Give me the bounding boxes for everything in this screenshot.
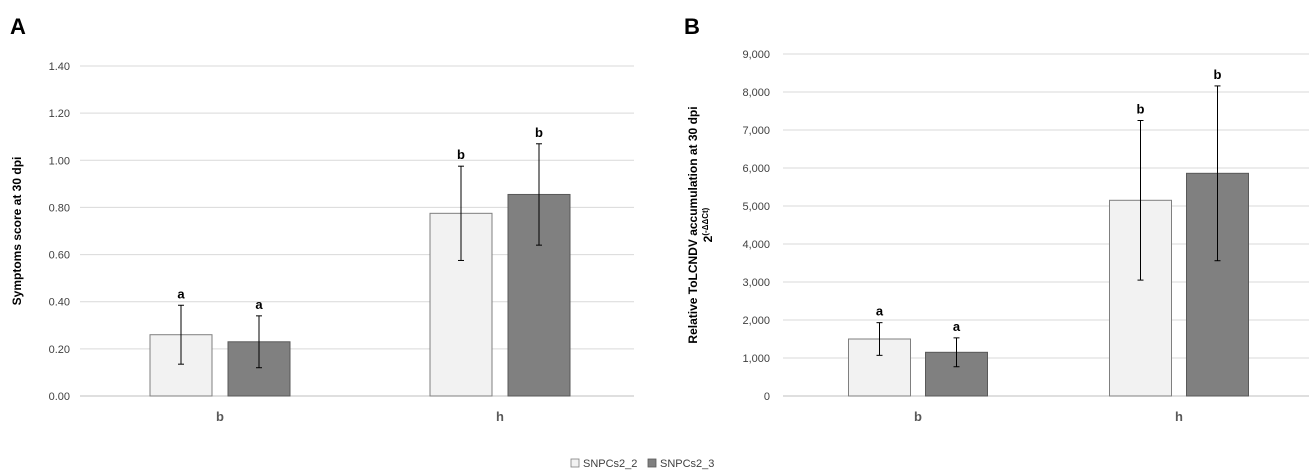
significance-letter: a xyxy=(953,319,961,334)
y-tick-label: 1,000 xyxy=(742,353,770,365)
y-tick-label: 1.00 xyxy=(49,155,70,167)
y-tick-label: 5,000 xyxy=(742,201,770,213)
legend-label-series-2: SNPCs2_3 xyxy=(660,458,714,470)
panel-b-chart: B 0 1,000 2,000 3,000 4,000 5,000 6,000 7,000 8,0… xyxy=(684,14,1309,424)
legend-swatch-series-2 xyxy=(647,458,657,468)
y-tick-label: 9,000 xyxy=(742,49,770,61)
y-tick-label: 0.00 xyxy=(49,391,70,403)
y-tick-label: 7,000 xyxy=(742,125,770,137)
y-tick-label: 0.20 xyxy=(49,344,70,356)
legend: SNPCs2_2 SNPCs2_3 xyxy=(570,458,714,470)
y-tick-label: 8,000 xyxy=(742,87,770,99)
panel-letter: A xyxy=(10,14,26,39)
y-tick-label: 4,000 xyxy=(742,239,770,251)
y-tick-label: 0.40 xyxy=(49,297,70,309)
x-category-label: h xyxy=(496,409,504,424)
significance-letter: b xyxy=(457,147,465,162)
x-category-label: h xyxy=(1175,409,1183,424)
y-tick-label: 0.80 xyxy=(49,202,70,214)
y-tick-label: 6,000 xyxy=(742,163,770,175)
panel-letter: B xyxy=(684,14,700,39)
x-category-label: b xyxy=(216,409,224,424)
y-axis-label-exponent: 2(-ΔΔCt) xyxy=(701,207,715,242)
y-tick-label: 3,000 xyxy=(742,277,770,289)
y-tick-label: 1.40 xyxy=(49,61,70,73)
y-tick-label: 2,000 xyxy=(742,315,770,327)
y-tick-label: 0 xyxy=(764,391,770,403)
panel-a-chart: A 0.00 0.20 0.40 0.60 0.80 1.00 1.20 1.40 Symptom… xyxy=(10,14,634,424)
significance-letter: a xyxy=(177,286,185,301)
y-axis-label: Relative ToLCNDV accumulation at 30 dpi xyxy=(686,106,700,343)
y-tick-label: 0.60 xyxy=(49,250,70,262)
significance-letter: a xyxy=(255,297,263,312)
y-tick-label: 1.20 xyxy=(49,108,70,120)
legend-swatch-series-1 xyxy=(570,458,580,468)
significance-letter: b xyxy=(535,125,543,140)
significance-letter: b xyxy=(1137,102,1145,117)
significance-letter: a xyxy=(876,304,884,319)
significance-letter: b xyxy=(1214,67,1222,82)
y-axis-label: Symptoms score at 30 dpi xyxy=(10,157,24,306)
legend-label-series-1: SNPCs2_2 xyxy=(583,458,637,470)
x-category-label: b xyxy=(914,409,922,424)
